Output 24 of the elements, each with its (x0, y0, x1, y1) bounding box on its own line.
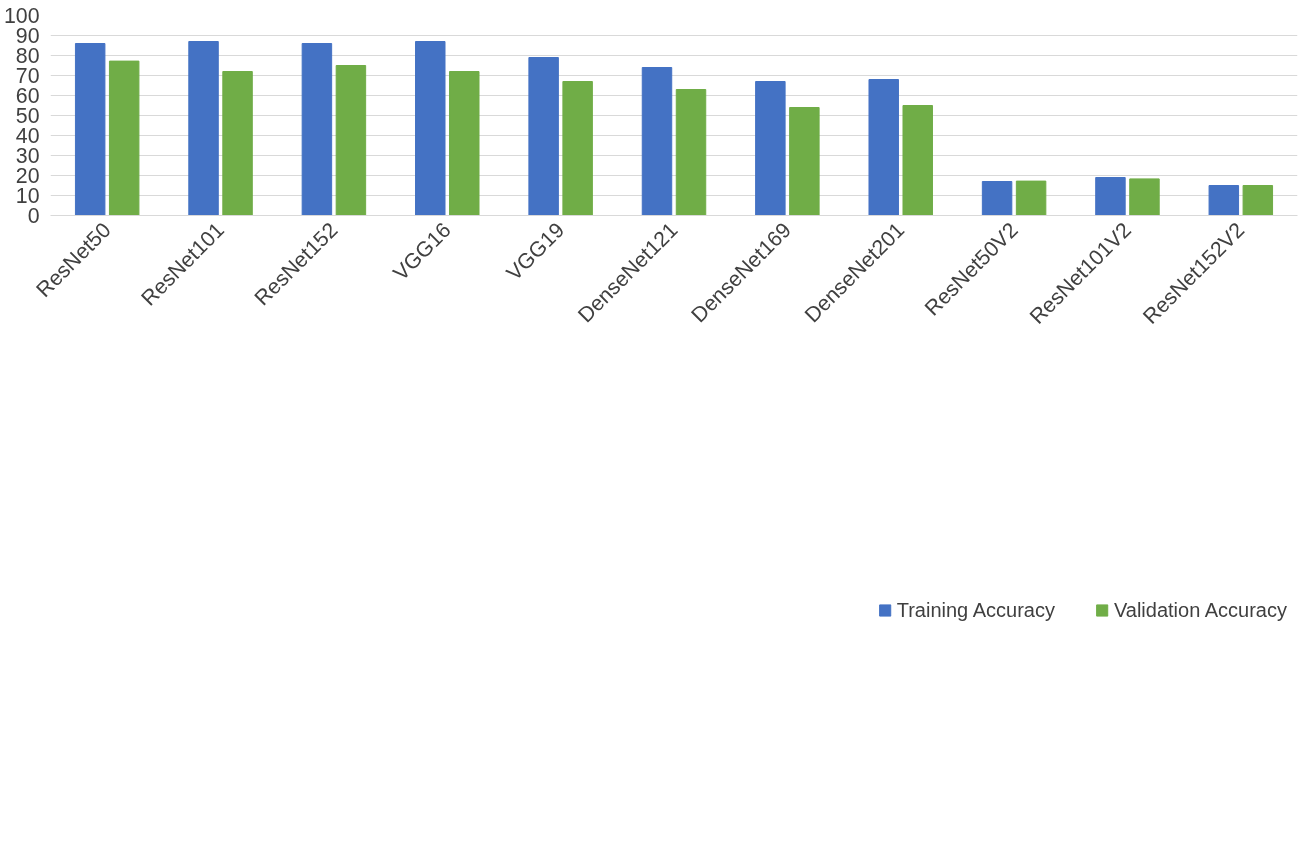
bar (74, 43, 106, 216)
bar (108, 60, 140, 216)
bar (755, 81, 786, 216)
bar (335, 65, 367, 216)
legend-label: Training Accuracy (896, 598, 1055, 622)
bar (1129, 178, 1160, 216)
bar (449, 71, 480, 216)
bar (222, 71, 253, 216)
legend-label: Validation Accuracy (1113, 598, 1287, 622)
bar (301, 43, 333, 216)
bar (562, 81, 593, 216)
bar (188, 41, 219, 216)
bar (675, 89, 707, 216)
bar (1242, 185, 1274, 216)
bar (1208, 185, 1240, 216)
bar (641, 67, 673, 216)
bar (789, 107, 820, 216)
bar (868, 79, 899, 216)
bar (1095, 177, 1126, 216)
bar (528, 57, 559, 216)
bar (1015, 180, 1047, 216)
bar (902, 105, 933, 216)
bar (981, 181, 1013, 216)
bar (415, 41, 446, 216)
